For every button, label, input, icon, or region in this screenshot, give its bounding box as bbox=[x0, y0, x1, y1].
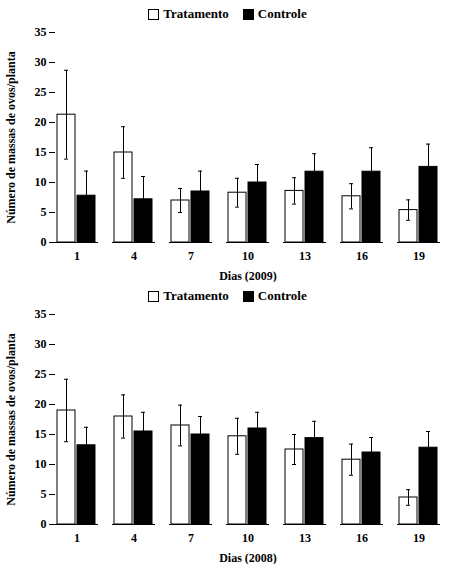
svg-text:16: 16 bbox=[356, 249, 368, 263]
svg-text:16: 16 bbox=[356, 531, 368, 545]
svg-text:7: 7 bbox=[188, 249, 194, 263]
svg-text:13: 13 bbox=[299, 249, 311, 263]
svg-text:5: 5 bbox=[41, 487, 47, 501]
svg-text:Número de massas de ovos/plant: Número de massas de ovos/planta bbox=[4, 51, 18, 223]
svg-text:19: 19 bbox=[413, 531, 425, 545]
svg-text:10: 10 bbox=[35, 457, 47, 471]
svg-text:20: 20 bbox=[35, 397, 47, 411]
svg-text:Dias (2009): Dias (2009) bbox=[219, 269, 277, 283]
svg-text:0: 0 bbox=[41, 517, 47, 531]
svg-text:4: 4 bbox=[131, 531, 137, 545]
svg-text:35: 35 bbox=[35, 307, 47, 321]
svg-text:1: 1 bbox=[74, 249, 80, 263]
svg-text:30: 30 bbox=[35, 55, 47, 69]
svg-text:4: 4 bbox=[131, 249, 137, 263]
svg-text:1: 1 bbox=[74, 531, 80, 545]
svg-text:15: 15 bbox=[35, 427, 47, 441]
svg-text:10: 10 bbox=[242, 249, 254, 263]
svg-text:30: 30 bbox=[35, 337, 47, 351]
html-text:Tratamento: Tratamento bbox=[163, 6, 229, 21]
svg-text:19: 19 bbox=[413, 249, 425, 263]
html-text:Tratamento: Tratamento bbox=[163, 288, 229, 303]
svg-text:0: 0 bbox=[41, 235, 47, 249]
html-text:Controle: Controle bbox=[257, 288, 307, 303]
svg-text:20: 20 bbox=[35, 115, 47, 129]
svg-text:Dias (2008): Dias (2008) bbox=[219, 551, 277, 565]
svg-text:25: 25 bbox=[35, 85, 47, 99]
html-text:Controle: Controle bbox=[257, 6, 307, 21]
svg-text:25: 25 bbox=[35, 367, 47, 381]
svg-text:15: 15 bbox=[35, 145, 47, 159]
svg-text:7: 7 bbox=[188, 531, 194, 545]
svg-text:10: 10 bbox=[242, 531, 254, 545]
svg-text:13: 13 bbox=[299, 531, 311, 545]
svg-text:10: 10 bbox=[35, 175, 47, 189]
svg-text:Número de massas de ovos/plant: Número de massas de ovos/planta bbox=[4, 333, 18, 505]
svg-text:35: 35 bbox=[35, 25, 47, 39]
svg-text:5: 5 bbox=[41, 205, 47, 219]
